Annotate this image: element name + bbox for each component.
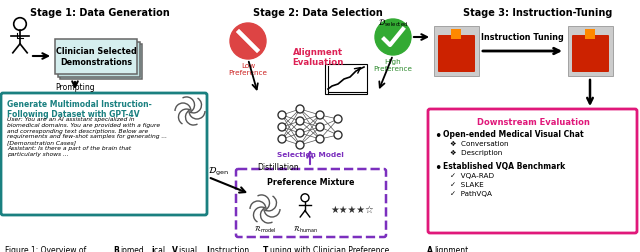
Text: Open-ended Medical Visual Chat: Open-ended Medical Visual Chat xyxy=(443,130,584,138)
Text: Alignment
Evaluation: Alignment Evaluation xyxy=(292,48,344,67)
Text: •: • xyxy=(434,161,442,174)
Text: ✓  VQA-RAD: ✓ VQA-RAD xyxy=(450,172,494,178)
Text: $\mathcal{D}_{\mathrm{selected}}$: $\mathcal{D}_{\mathrm{selected}}$ xyxy=(378,17,408,28)
Text: ❖  Conversation: ❖ Conversation xyxy=(450,140,509,146)
Text: nstruction: nstruction xyxy=(209,245,251,252)
Text: Instruction Tuning: Instruction Tuning xyxy=(481,33,563,42)
Text: uning with Clinician Preference: uning with Clinician Preference xyxy=(270,245,392,252)
FancyBboxPatch shape xyxy=(1,94,207,215)
FancyBboxPatch shape xyxy=(236,169,386,237)
Circle shape xyxy=(296,106,304,114)
FancyBboxPatch shape xyxy=(451,30,461,40)
FancyBboxPatch shape xyxy=(325,65,367,94)
FancyBboxPatch shape xyxy=(438,36,475,73)
Text: isual: isual xyxy=(179,245,200,252)
FancyBboxPatch shape xyxy=(428,110,637,233)
Text: cal: cal xyxy=(154,245,168,252)
FancyBboxPatch shape xyxy=(60,45,142,80)
Text: T: T xyxy=(263,245,268,252)
Text: Clinician Selected
Demonstrations: Clinician Selected Demonstrations xyxy=(56,47,136,67)
Text: ★★★★☆: ★★★★☆ xyxy=(330,204,374,214)
Circle shape xyxy=(334,115,342,123)
Circle shape xyxy=(296,141,304,149)
Circle shape xyxy=(375,20,411,56)
Circle shape xyxy=(316,136,324,143)
Circle shape xyxy=(278,123,286,132)
Text: User: You are an AI assistant specialized in
biomedical domains. You are provide: User: You are an AI assistant specialize… xyxy=(7,116,167,156)
Text: Stage 2: Data Selection: Stage 2: Data Selection xyxy=(253,8,383,18)
Text: ❖  Description: ❖ Description xyxy=(450,149,502,155)
Text: High
Preference: High Preference xyxy=(374,59,413,72)
Text: $\mathcal{D}_{\mathrm{gen}}$: $\mathcal{D}_{\mathrm{gen}}$ xyxy=(208,165,228,177)
Text: Stage 3: Instruction-Tuning: Stage 3: Instruction-Tuning xyxy=(463,8,612,18)
Text: Selection Model: Selection Model xyxy=(276,151,344,158)
Circle shape xyxy=(278,112,286,119)
Text: I: I xyxy=(206,245,209,252)
Text: Stage 1: Data Generation: Stage 1: Data Generation xyxy=(30,8,170,18)
Circle shape xyxy=(296,117,304,125)
Circle shape xyxy=(296,130,304,137)
Text: Figure 1: Overview of: Figure 1: Overview of xyxy=(5,245,88,252)
Text: B: B xyxy=(113,245,118,252)
Text: •: • xyxy=(434,130,442,142)
Text: Prompting: Prompting xyxy=(55,83,95,92)
Text: ✓  PathVQA: ✓ PathVQA xyxy=(450,190,492,196)
Text: A: A xyxy=(427,245,433,252)
Text: Distillation: Distillation xyxy=(257,162,299,171)
FancyBboxPatch shape xyxy=(434,27,479,77)
Text: i: i xyxy=(151,245,154,252)
FancyBboxPatch shape xyxy=(58,42,140,77)
Text: Generate Multimodal Instruction-
Following Dataset with GPT-4V: Generate Multimodal Instruction- Followi… xyxy=(7,100,152,119)
Text: Low
Preference: Low Preference xyxy=(228,63,268,76)
FancyBboxPatch shape xyxy=(55,40,137,75)
Text: ✓  SLAKE: ✓ SLAKE xyxy=(450,181,484,187)
Text: Established VQA Benchmark: Established VQA Benchmark xyxy=(443,161,565,170)
Text: Preference Mixture: Preference Mixture xyxy=(268,177,355,186)
Text: $\mathcal{R}_{\mathrm{model}}$: $\mathcal{R}_{\mathrm{model}}$ xyxy=(253,224,276,234)
FancyBboxPatch shape xyxy=(585,30,595,40)
Text: lignment: lignment xyxy=(435,245,468,252)
FancyBboxPatch shape xyxy=(572,36,609,73)
FancyBboxPatch shape xyxy=(568,27,613,77)
Circle shape xyxy=(334,132,342,139)
Circle shape xyxy=(316,123,324,132)
Circle shape xyxy=(230,24,266,60)
Circle shape xyxy=(316,112,324,119)
Text: iomed: iomed xyxy=(120,245,144,252)
Text: $\mathcal{R}_{\mathrm{human}}$: $\mathcal{R}_{\mathrm{human}}$ xyxy=(292,224,317,234)
Text: V: V xyxy=(172,245,178,252)
Circle shape xyxy=(278,136,286,143)
Text: Downstream Evaluation: Downstream Evaluation xyxy=(477,117,589,127)
